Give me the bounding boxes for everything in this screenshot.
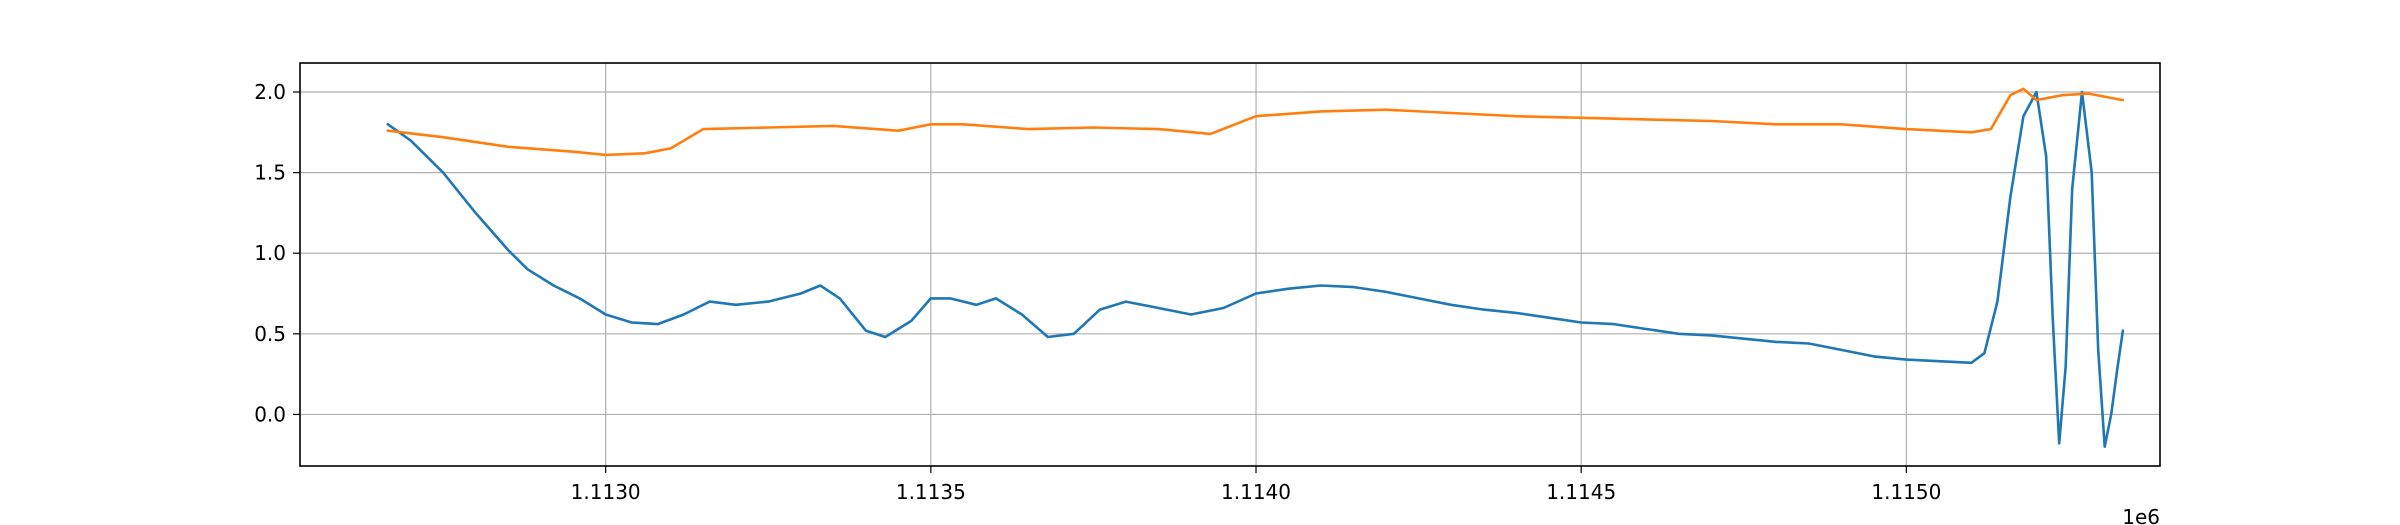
x-tick-label: 1.1140: [1221, 480, 1291, 504]
x-tick-label: 1.1130: [571, 480, 641, 504]
x-tick-label: 1.1145: [1546, 480, 1616, 504]
y-tick-label: 1.0: [254, 241, 286, 265]
series-group: [386, 87, 2125, 449]
y-tick-label: 0.5: [254, 322, 286, 346]
x-tick-label: 1.1150: [1871, 480, 1941, 504]
y-tick-label: 0.0: [254, 402, 286, 426]
axis-ticks: 1.1130 1.1135 1.1140 1.1145 1.1150 0.0 0.5 1.0 1…: [254, 80, 1941, 504]
x-axis-offset-label: 1e6: [2122, 505, 2160, 525]
x-tick-label: 1.1135: [896, 480, 966, 504]
series-line-1: [386, 90, 2125, 449]
y-tick-label: 2.0: [254, 80, 286, 104]
grid: [300, 63, 2160, 466]
series-line-2: [386, 87, 2125, 157]
y-tick-label: 1.5: [254, 161, 286, 185]
plot-frame: [299, 62, 2161, 467]
